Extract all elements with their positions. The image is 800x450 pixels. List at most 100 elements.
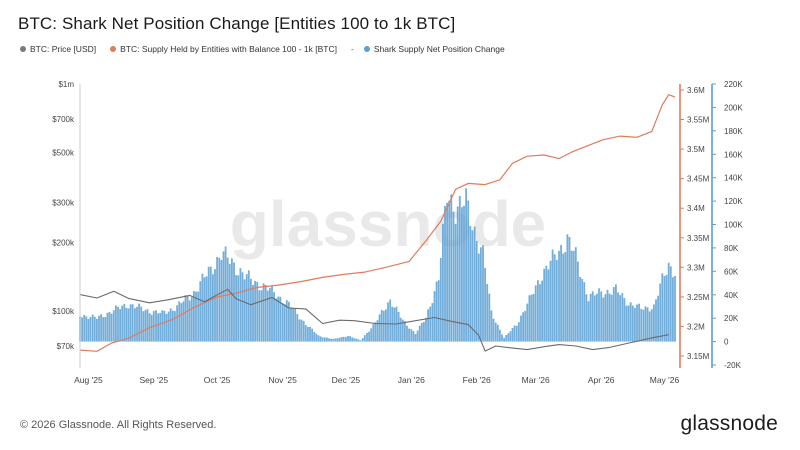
net-change-bar	[551, 249, 554, 342]
net-change-bar	[174, 311, 176, 342]
net-change-bar	[370, 328, 373, 342]
net-change-bar	[623, 298, 626, 342]
net-change-bar	[245, 274, 248, 342]
net-change-bar	[140, 306, 143, 342]
net-change-bar	[562, 253, 565, 342]
supply-axis-tick-label: 3.5M	[687, 145, 705, 154]
net-change-bar	[104, 317, 107, 342]
net-change-bar	[336, 338, 339, 342]
supply-axis-tick-label: 3.45M	[687, 175, 710, 184]
net-change-bar	[412, 331, 415, 342]
net-change-bar	[408, 328, 410, 342]
legend-item-supply[interactable]: BTC: Supply Held by Entities with Balanc…	[110, 44, 337, 54]
net-change-bar	[665, 274, 668, 342]
net-change-bar	[237, 275, 240, 342]
net-change-bar	[636, 304, 638, 342]
net-change-bar	[640, 308, 643, 342]
net-change-bar	[169, 308, 172, 342]
net-change-bar	[530, 294, 533, 342]
net-change-bar	[290, 307, 292, 342]
net-change-bar	[492, 318, 495, 342]
net-change-bar	[180, 303, 183, 342]
net-change-bar	[233, 262, 235, 342]
net-change-bar	[581, 278, 584, 342]
net-change-bar	[674, 275, 676, 342]
net-change-bar	[488, 293, 491, 342]
net-change-bar	[642, 309, 645, 342]
net-change-bar	[574, 247, 577, 342]
net-change-bar	[494, 322, 497, 342]
net-change-bar	[264, 284, 267, 342]
net-change-bar	[96, 318, 98, 342]
net-change-bar	[188, 300, 191, 342]
net-change-bar	[298, 319, 301, 342]
net-change-bar	[638, 303, 640, 342]
net-change-bar	[650, 309, 653, 342]
net-change-bar	[226, 257, 229, 342]
net-change-bar	[657, 295, 659, 342]
supply-axis-tick-label: 3.25M	[687, 293, 710, 302]
net-change-bar	[659, 283, 662, 342]
net-change-bar	[446, 202, 448, 342]
net-change-bar	[482, 245, 484, 342]
net-change-bar	[646, 307, 649, 342]
net-change-bar	[534, 285, 537, 342]
net-change-bar	[602, 297, 605, 342]
copyright-footer: © 2026 Glassnode. All Rights Reserved.	[20, 419, 217, 431]
net-change-bar	[501, 334, 503, 342]
net-change-bar	[87, 319, 90, 342]
net-change-bar	[83, 315, 86, 342]
net-change-bar	[461, 207, 463, 342]
net-change-bar	[634, 308, 636, 342]
net-change-bar	[171, 310, 174, 342]
net-change-bar	[522, 312, 524, 342]
net-change-bar	[359, 340, 362, 342]
net-change-bar	[363, 335, 366, 342]
legend-item-netchange[interactable]: - Shark Supply Net Position Change	[351, 44, 505, 54]
net-change-bar	[543, 268, 546, 342]
net-change-bar	[256, 281, 259, 342]
change-axis-tick-label: 160K	[724, 150, 743, 159]
net-change-bar	[212, 274, 214, 342]
net-change-bar	[93, 316, 96, 342]
net-change-bar	[378, 314, 381, 342]
net-change-bar	[600, 291, 603, 342]
net-change-bar	[313, 332, 316, 342]
net-change-bar	[589, 293, 592, 342]
x-axis-tick-label: Oct '25	[204, 375, 231, 385]
net-change-bar	[385, 309, 387, 342]
supply-line	[79, 94, 676, 352]
net-change-bar	[258, 290, 261, 342]
net-change-bar	[541, 280, 543, 342]
net-change-bar	[283, 304, 286, 342]
net-change-bar	[669, 266, 672, 342]
net-change-bar	[123, 303, 126, 342]
net-change-bar	[178, 301, 181, 342]
net-change-bar	[349, 336, 351, 342]
net-change-bar	[201, 273, 204, 342]
net-change-bar	[444, 205, 446, 342]
net-change-bar	[503, 338, 505, 342]
net-change-bar	[205, 276, 208, 342]
net-change-bar	[672, 277, 674, 342]
net-change-bar	[425, 317, 427, 342]
net-change-bar	[285, 300, 288, 342]
net-change-bar	[260, 290, 263, 342]
net-change-bar	[401, 319, 404, 342]
net-change-bar	[273, 292, 275, 342]
supply-axis-tick-label: 3.6M	[687, 86, 705, 95]
net-change-bar	[167, 311, 170, 342]
net-change-bar	[555, 260, 558, 342]
net-change-bar	[125, 307, 128, 342]
net-change-bar	[429, 306, 432, 342]
change-axis-tick-label: -20K	[724, 361, 742, 370]
net-change-bars	[79, 188, 676, 342]
net-change-bar	[475, 240, 478, 342]
net-change-bar	[418, 325, 421, 342]
net-change-bar	[271, 285, 273, 342]
net-change-bar	[357, 339, 360, 342]
net-change-bar	[319, 336, 322, 342]
legend-item-price[interactable]: BTC: Price [USD]	[20, 44, 96, 54]
net-change-bar	[334, 338, 337, 342]
change-axis-tick-label: 60K	[724, 267, 739, 276]
